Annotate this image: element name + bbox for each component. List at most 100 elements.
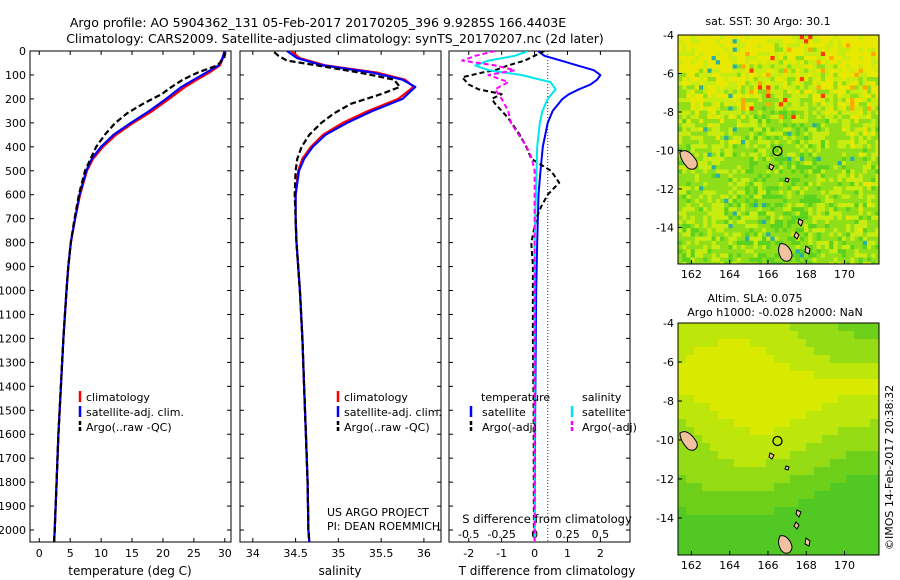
sla-cell: [686, 355, 695, 364]
sla-cell: [710, 323, 719, 332]
sst-cell: [825, 60, 830, 65]
sst-cell: [799, 261, 805, 264]
temperature-argo-line: [53, 51, 227, 542]
sla-cell: [822, 435, 831, 444]
sst-cell: [820, 215, 826, 221]
sst-cell: [858, 35, 864, 40]
sst-cell: [854, 211, 859, 216]
sst-cell: [862, 224, 868, 229]
sst-cell: [686, 144, 691, 149]
sla-cell: [774, 355, 783, 364]
sst-cell: [699, 198, 704, 204]
sst-cell: [703, 131, 708, 137]
sst-cell: [816, 240, 822, 246]
sst-cell: [690, 72, 696, 78]
sla-cell: [782, 347, 791, 356]
sst-cell: [846, 77, 851, 82]
sst-cell: [678, 182, 683, 187]
sst-cell: [804, 72, 809, 78]
sst-cell: [732, 56, 738, 61]
sst-cell: [820, 165, 826, 170]
sla-cell: [790, 451, 799, 460]
sst-cell: [841, 152, 847, 158]
sst-cell: [724, 106, 729, 111]
sst-cell: [799, 228, 805, 233]
sla-cell: [678, 547, 687, 555]
sst-cell: [724, 72, 729, 78]
sst-cell: [858, 119, 864, 124]
sst-cell: [850, 47, 855, 53]
sla-cell: [742, 515, 751, 524]
sst-cell: [749, 127, 754, 132]
sst-cell: [808, 81, 813, 86]
sst-cell: [732, 215, 738, 221]
sst-cell: [682, 47, 687, 53]
sla-cell: [854, 515, 863, 524]
sst-cell: [678, 249, 683, 254]
sst-cell: [720, 257, 725, 263]
sla-cell: [838, 395, 847, 404]
sst-cell: [867, 119, 872, 124]
sst-cell: [736, 182, 742, 187]
sst-cell: [753, 224, 759, 229]
sst-cell: [682, 203, 687, 208]
sst-cell: [833, 152, 838, 158]
sst-cell: [749, 123, 754, 128]
sst-cell: [724, 119, 729, 124]
sst-cell: [707, 144, 712, 149]
sst-cell: [841, 169, 847, 174]
sst-cell: [690, 194, 696, 200]
sst-cell: [791, 68, 796, 74]
sla-cell: [766, 371, 775, 380]
sla-cell: [830, 371, 839, 380]
sla-cell: [870, 499, 879, 508]
sst-cell: [762, 156, 767, 162]
sst-cell: [724, 190, 729, 195]
sst-cell: [867, 35, 872, 40]
sst-cell: [804, 68, 809, 74]
sst-cell: [837, 169, 843, 174]
sst-cell: [804, 93, 809, 99]
sla-cell: [774, 547, 783, 555]
sst-cell: [833, 228, 838, 233]
sst-cell: [753, 106, 759, 111]
sst-cell: [829, 169, 834, 174]
sla-cell: [686, 539, 695, 548]
sst-cell: [690, 64, 696, 69]
sst-cell: [720, 261, 725, 264]
sst-cell: [804, 144, 809, 149]
sst-cell: [841, 102, 847, 107]
sst-cell: [867, 39, 872, 44]
sst-cell: [783, 60, 788, 65]
sla-cell: [686, 515, 695, 524]
sst-cell: [854, 89, 859, 95]
sst-cell: [829, 85, 834, 90]
temperature-ytick-label-500: 500: [5, 165, 26, 178]
sla-map-lon-label-170: 170: [834, 559, 855, 572]
sla-cell: [774, 523, 783, 532]
sst-cell: [690, 215, 696, 221]
sst-cell: [749, 140, 754, 145]
temperature-x-axis: 0 5 10 15 20 25 30: [36, 51, 232, 560]
sst-cell: [854, 119, 859, 124]
sla-map-coastlines: [679, 431, 811, 554]
sla-cell: [822, 507, 831, 516]
sla-cell: [774, 419, 783, 428]
sst-cell: [741, 165, 746, 170]
sst-cell: [812, 127, 817, 132]
sst-cell: [858, 182, 864, 187]
sst-cell: [682, 64, 687, 69]
sst-cell: [778, 207, 784, 212]
sst-cell: [720, 85, 725, 90]
sst-cell: [741, 161, 746, 166]
sst-cell: [762, 102, 767, 107]
sst-cell: [867, 165, 872, 170]
sst-cell: [703, 215, 708, 221]
sst-cell: [741, 245, 746, 250]
sla-cell: [782, 443, 791, 452]
sla-cell: [790, 411, 799, 420]
sst-cell: [871, 261, 876, 264]
sst-cell: [753, 203, 759, 208]
sst-cell: [694, 240, 700, 246]
sst-cell: [766, 114, 771, 120]
